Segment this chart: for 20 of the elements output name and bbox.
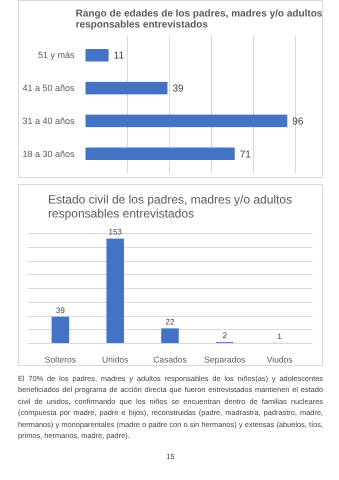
data-label: 11 xyxy=(114,50,124,62)
chart-title: Rango de edades de los padres, madres y/o adultos responsables entrevistados xyxy=(76,8,323,30)
y-tick-label: 51 y más xyxy=(38,50,75,60)
data-label: 2 xyxy=(222,331,228,340)
data-label: 96 xyxy=(292,116,304,128)
x-tick-label: Solteros xyxy=(44,354,76,364)
y-tick-label: 31 a 40 años xyxy=(22,116,75,126)
data-label: 153 xyxy=(108,228,122,237)
data-label: 39 xyxy=(172,84,184,95)
chart-title: Estado civil de los padres, madres y/o adultos responsables entrevistados xyxy=(48,192,292,220)
x-tick-label: Separados xyxy=(204,354,246,364)
data-label: 1 xyxy=(277,332,282,341)
data-label: 71 xyxy=(240,149,252,160)
x-tick-label: Casados xyxy=(153,354,187,364)
data-label: 39 xyxy=(56,306,66,315)
y-tick-label: 41 a 50 años xyxy=(22,83,75,94)
x-tick-label: Unidos xyxy=(102,354,128,364)
x-tick-label: Viudos xyxy=(266,354,293,364)
y-tick-label: 18 a 30 años xyxy=(22,148,75,159)
data-label: 22 xyxy=(166,317,175,326)
